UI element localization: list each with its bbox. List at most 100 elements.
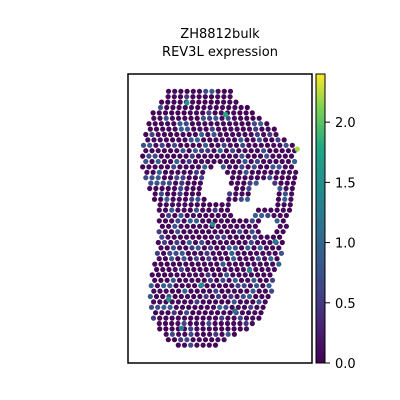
expression-spot (170, 261, 176, 267)
expression-spot (245, 164, 251, 170)
expression-spot (209, 293, 215, 300)
expression-spot (208, 94, 215, 100)
expression-spot (182, 299, 188, 305)
expression-spot (206, 207, 212, 213)
expression-spot (271, 266, 277, 273)
expression-spot (156, 110, 162, 116)
expression-spot (168, 158, 174, 165)
expression-spot (251, 261, 257, 267)
expression-spot (156, 320, 162, 327)
expression-spot (206, 326, 212, 332)
expression-spot (241, 283, 247, 289)
expression-spot (168, 272, 174, 278)
expression-spot (164, 277, 170, 283)
expression-spot (224, 218, 231, 224)
expression-spot (182, 137, 188, 143)
expression-spot (221, 99, 227, 105)
expression-spot (213, 115, 219, 121)
expression-spot (246, 126, 253, 132)
expression-spot (194, 315, 200, 321)
expression-spot (199, 148, 205, 154)
expression-spot (200, 342, 206, 348)
expression-spot (181, 342, 188, 348)
expression-spot (194, 331, 200, 337)
expression-spot (196, 191, 202, 197)
expression-spot (170, 104, 176, 111)
expression-spot (151, 115, 157, 121)
expression-spot (196, 142, 202, 148)
expression-spot (155, 131, 161, 138)
expression-spot-high (272, 239, 278, 245)
expression-spot (208, 245, 214, 251)
expression-spot (226, 104, 232, 111)
expression-spot (213, 104, 219, 111)
expression-spot (228, 180, 234, 186)
expression-spot (256, 115, 262, 121)
expression-spot (196, 94, 202, 100)
expression-spot (244, 104, 250, 111)
expression-spot (211, 158, 217, 165)
expression-spot (171, 337, 178, 343)
expression-spot (207, 331, 213, 337)
expression-spot (220, 153, 226, 159)
expression-spot (242, 148, 248, 154)
expression-spot (178, 223, 184, 229)
expression-spot (270, 234, 276, 240)
expression-spot (260, 304, 266, 310)
expression-spot (166, 180, 172, 186)
expression-spot (254, 175, 260, 181)
expression-spot (233, 99, 239, 105)
expression-spot-high (246, 267, 252, 274)
expression-spot (150, 110, 156, 116)
expression-spot (186, 158, 192, 165)
expression-spot (213, 288, 219, 294)
expression-spot (189, 121, 195, 127)
expression-spot (221, 310, 227, 316)
expression-spot (247, 250, 253, 256)
expression-spot (248, 175, 254, 181)
expression-spot (186, 131, 192, 138)
expression-spot (180, 175, 186, 181)
expression-spot (158, 191, 164, 197)
expression-spot (190, 88, 196, 94)
expression-spot (255, 207, 262, 213)
expression-spot (200, 288, 206, 294)
expression-spot (171, 310, 177, 316)
expression-spot (209, 212, 215, 219)
plot-frame (127, 73, 313, 364)
expression-spot (172, 212, 178, 219)
expression-spot (207, 288, 213, 294)
expression-spot (250, 115, 256, 121)
expression-spot (170, 245, 176, 251)
expression-spot (200, 169, 206, 175)
expression-spot-high (294, 146, 300, 152)
expression-spot-high (210, 221, 216, 227)
expression-spot (285, 175, 291, 181)
expression-spot (202, 337, 209, 343)
expression-spot (176, 288, 182, 294)
expression-spot (278, 180, 284, 186)
expression-spot (237, 110, 243, 116)
expression-spot (159, 310, 165, 316)
expression-spot (187, 207, 193, 213)
expression-spot (205, 158, 211, 165)
expression-spot (149, 131, 155, 138)
expression-spot (200, 299, 206, 305)
expression-spot (185, 283, 191, 289)
expression-spot (229, 283, 235, 289)
expression-spot (237, 229, 243, 235)
expression-spot (234, 223, 240, 229)
expression-spot (231, 320, 237, 327)
expression-spot (154, 283, 160, 289)
expression-spot (239, 191, 245, 197)
expression-spot (212, 315, 219, 321)
expression-spot (212, 207, 218, 213)
expression-spot (250, 137, 256, 143)
expression-spot (152, 261, 158, 267)
expression-spot (168, 229, 175, 235)
chart-title-line-2: REV3L expression (162, 45, 278, 60)
expression-spot (165, 99, 171, 105)
expression-spot (148, 180, 154, 186)
expression-spot (265, 126, 271, 132)
expression-spot (224, 320, 231, 327)
